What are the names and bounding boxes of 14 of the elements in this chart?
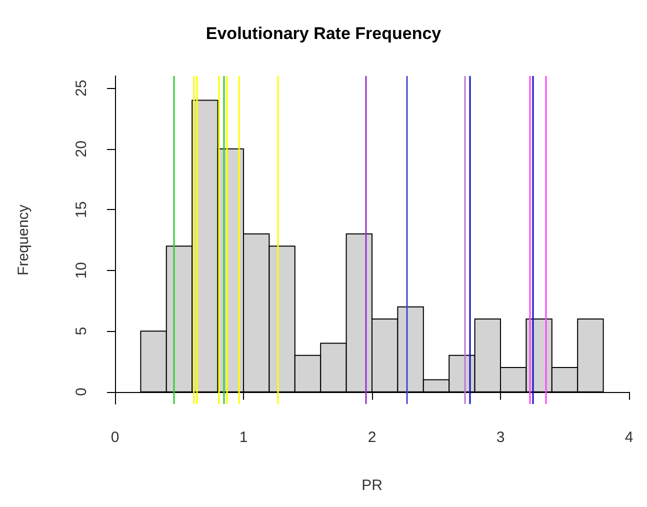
chart-title: Evolutionary Rate Frequency [206, 24, 442, 43]
x-tick-label: 3 [496, 429, 505, 446]
y-tick-label: 5 [73, 326, 90, 336]
x-tick-label: 2 [368, 429, 376, 446]
x-tick-label: 1 [239, 429, 248, 446]
x-tick-label: 0 [110, 429, 120, 446]
x-tick-label: 4 [624, 429, 634, 446]
y-tick-label: 10 [73, 262, 90, 279]
y-axis-title: Frequency [15, 204, 32, 276]
y-tick-label: 0 [73, 388, 90, 396]
y-tick-label: 25 [73, 80, 90, 96]
y-tick-label: 20 [73, 140, 90, 158]
y-tick-label: 15 [73, 201, 90, 218]
x-axis-title: PR [362, 477, 383, 494]
